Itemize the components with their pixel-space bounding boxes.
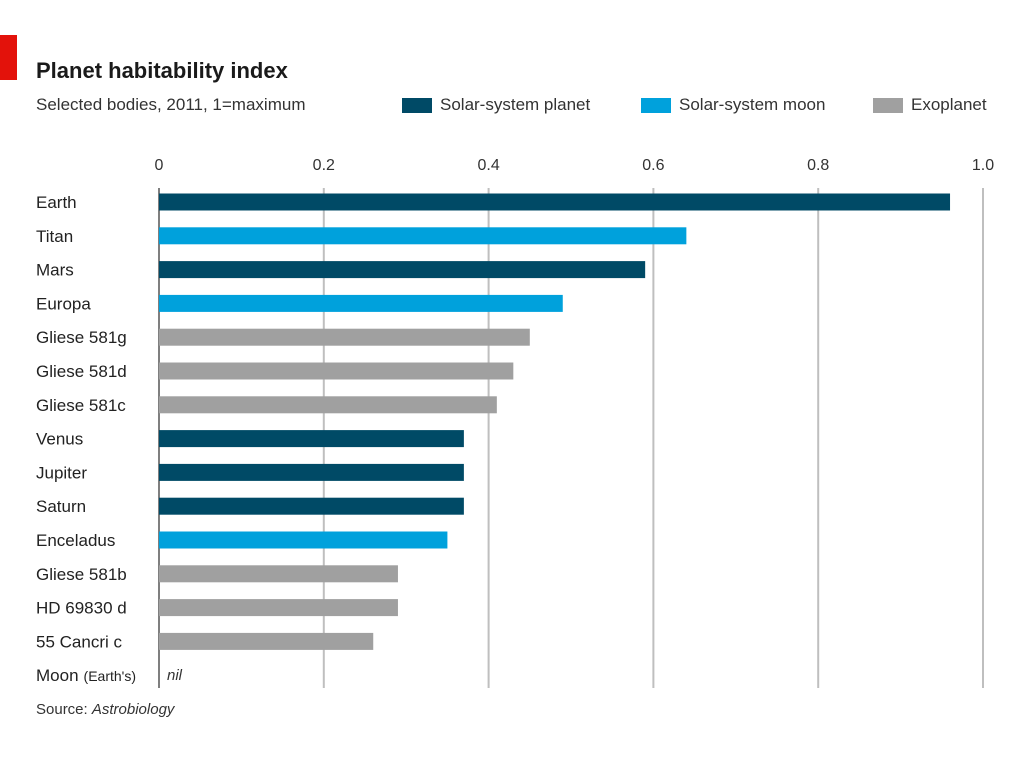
source-note: Source: Astrobiology (36, 701, 174, 718)
category-label: Gliese 581d (36, 362, 127, 381)
source-label: Source: (36, 701, 88, 718)
category-label: Venus (36, 430, 83, 449)
legend-label-moon: Solar-system moon (679, 95, 826, 114)
legend-swatch-moon (641, 97, 671, 113)
category-label: Gliese 581g (36, 328, 127, 347)
legend-swatch-planet (402, 97, 432, 113)
bar (159, 497, 464, 515)
bar (159, 261, 646, 279)
legend-label-exoplanet: Exoplanet (911, 95, 987, 114)
legend-item-exoplanet: Exoplanet (873, 95, 987, 115)
chart-title: Planet habitability index (36, 58, 288, 83)
legend-swatch-exoplanet (873, 97, 903, 113)
bar (159, 565, 398, 583)
category-label: Titan (36, 227, 73, 246)
brand-red-tag (0, 35, 17, 80)
source-name: Astrobiology (91, 701, 175, 718)
category-label: Mars (36, 261, 74, 280)
bar (159, 193, 951, 211)
category-label: Gliese 581b (36, 565, 127, 584)
category-label: Gliese 581c (36, 396, 126, 415)
bar (159, 294, 563, 312)
bar (159, 463, 464, 481)
x-tick-label: 0.6 (642, 157, 664, 174)
category-label: Europa (36, 294, 91, 313)
category-label: HD 69830 d (36, 599, 127, 618)
category-label: 55 Cancri c (36, 632, 122, 651)
category-note: (Earth's) (84, 668, 136, 684)
category-label: Enceladus (36, 531, 115, 550)
legend-item-moon: Solar-system moon (641, 95, 825, 115)
bar (159, 227, 687, 245)
bar (159, 632, 374, 650)
bar (159, 362, 514, 380)
x-tick-label: 0.8 (807, 157, 829, 174)
category-label: Jupiter (36, 463, 87, 482)
category-label: Moon (Earth's) (36, 666, 136, 685)
bar (159, 396, 497, 414)
category-label: Earth (36, 193, 77, 212)
bar-annotation: nil (167, 667, 183, 684)
bar (159, 328, 530, 346)
legend-item-planet: Solar-system planet (402, 95, 590, 115)
bar (159, 430, 464, 448)
legend-label-planet: Solar-system planet (440, 95, 591, 114)
bar (159, 599, 398, 617)
chart-subtitle: Selected bodies, 2011, 1=maximum (36, 95, 306, 114)
bar (159, 531, 448, 549)
x-tick-label: 1.0 (972, 157, 994, 174)
category-label: Saturn (36, 497, 86, 516)
x-tick-label: 0 (155, 157, 164, 174)
x-tick-label: 0.2 (313, 157, 335, 174)
x-tick-label: 0.4 (477, 157, 499, 174)
